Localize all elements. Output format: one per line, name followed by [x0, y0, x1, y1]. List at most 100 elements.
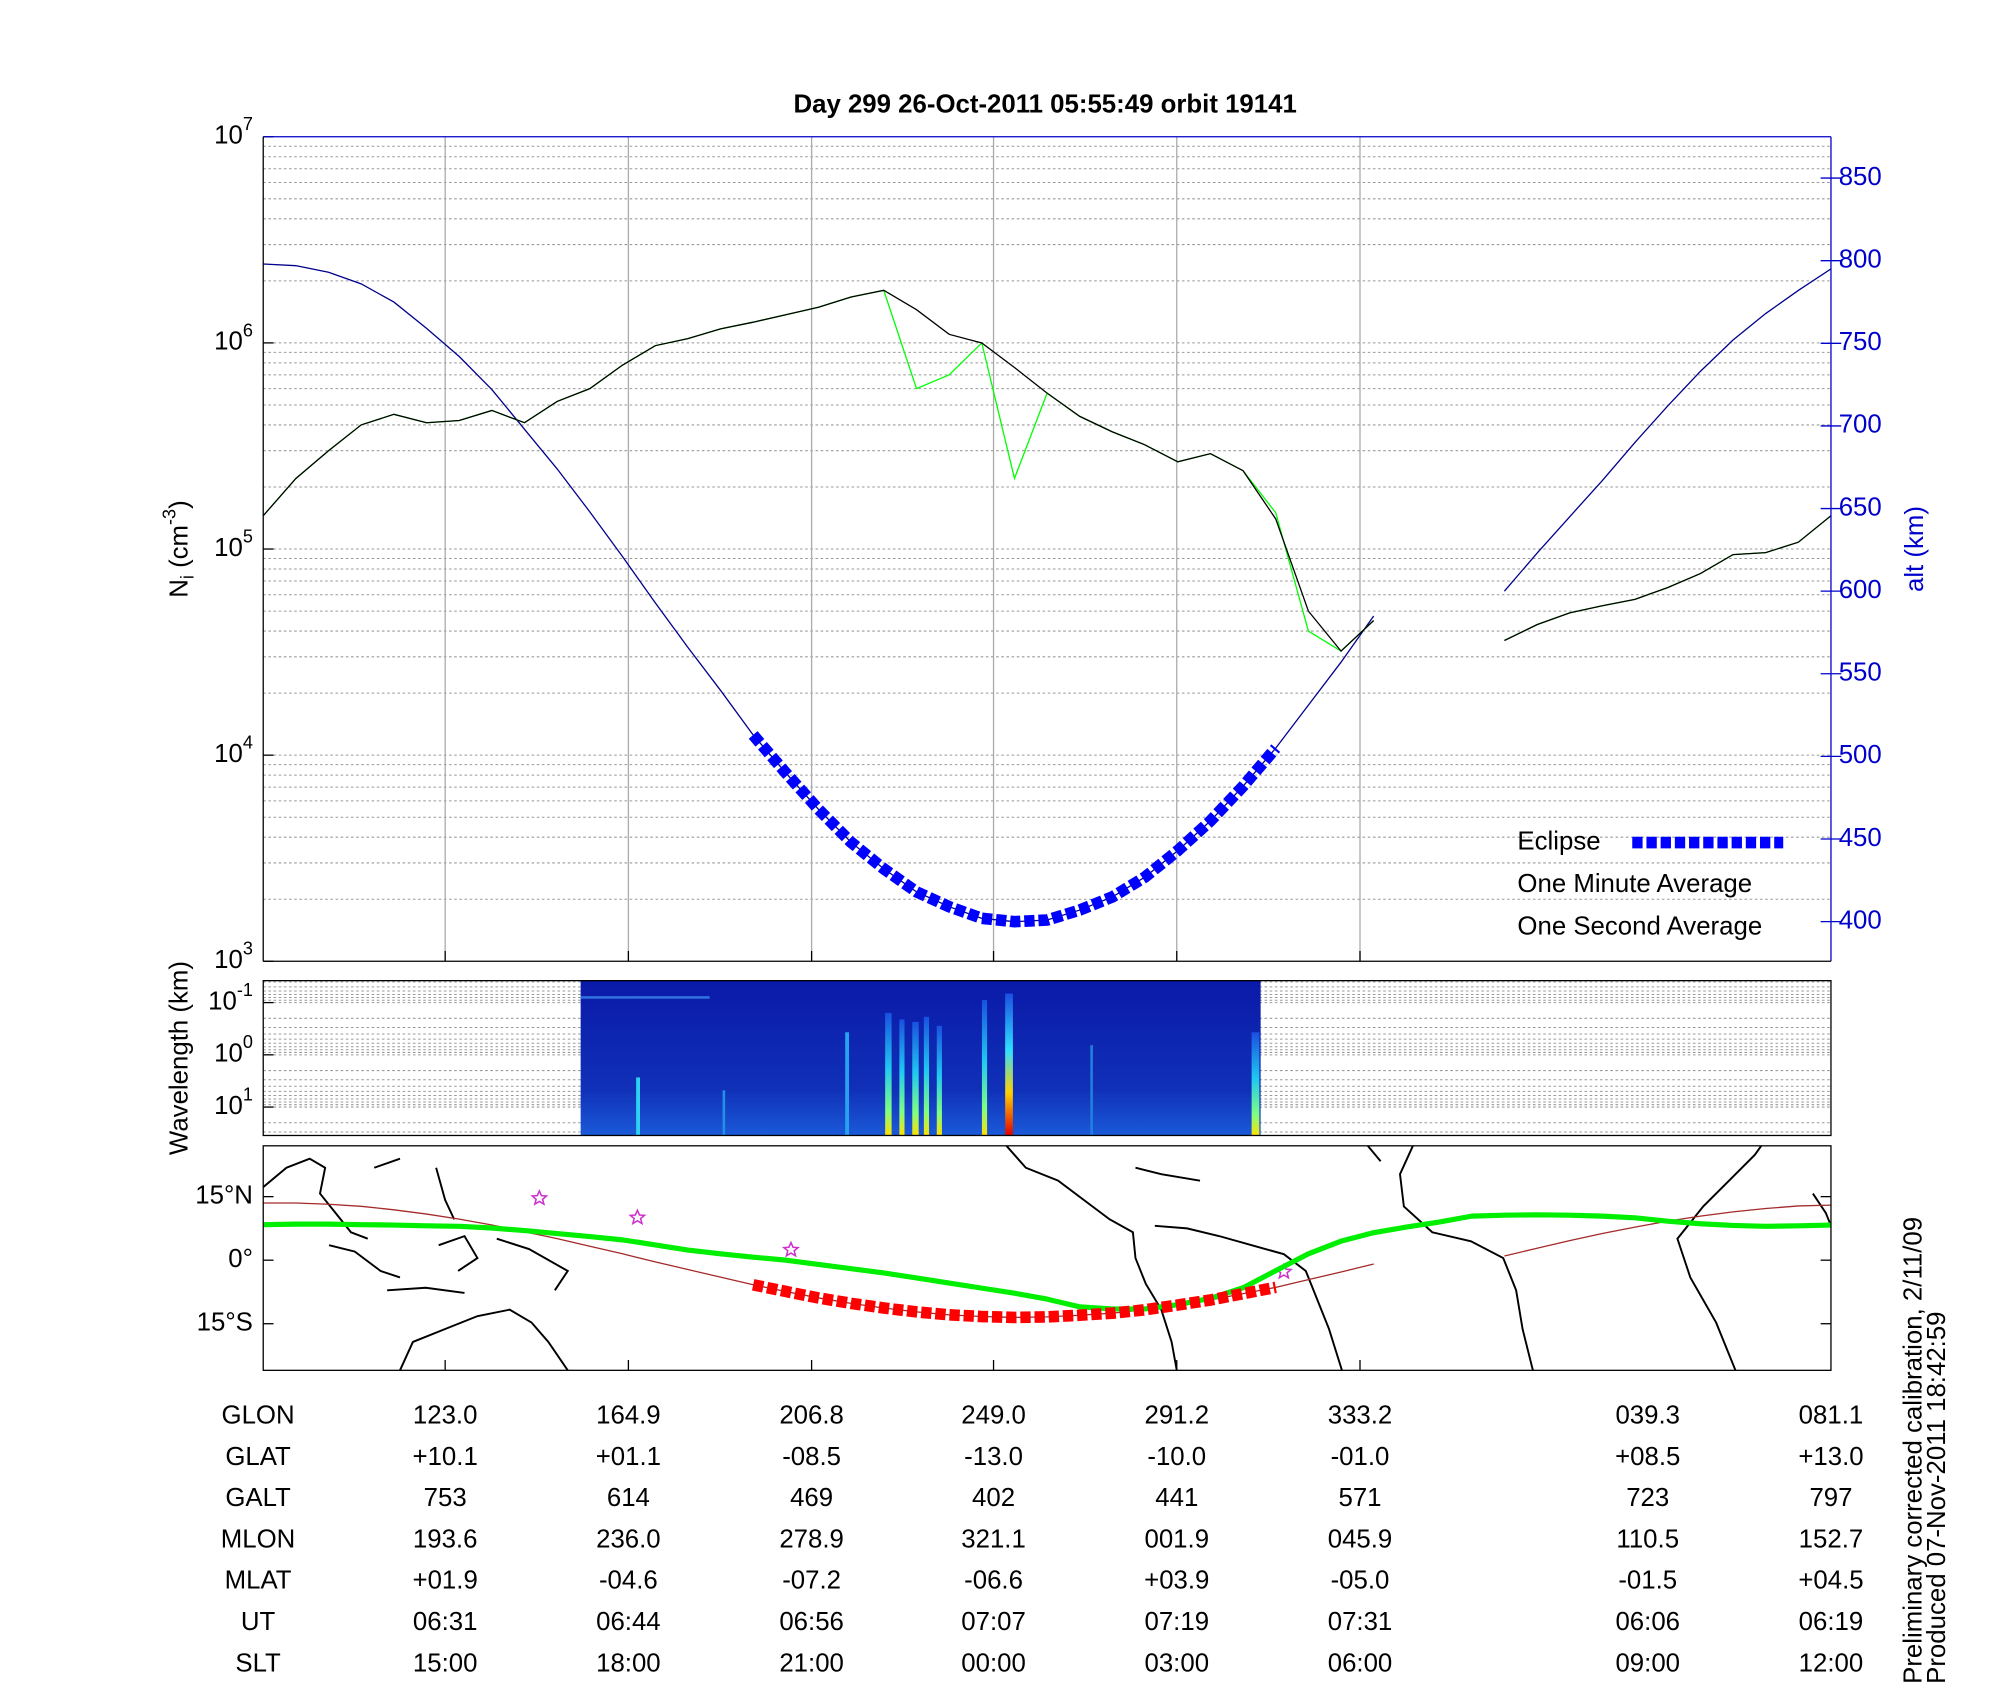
table-cell: 152.7 [1799, 1525, 1864, 1553]
table-cell: 193.6 [413, 1525, 478, 1553]
table-cell: 03:00 [1144, 1649, 1209, 1677]
label-part: -3 [159, 509, 179, 525]
table-cell: 441 [1155, 1484, 1198, 1512]
table-cell: 00:00 [961, 1649, 1026, 1677]
tick-exponent: 0 [243, 1032, 253, 1052]
table-cell: 753 [424, 1484, 467, 1512]
footnote: Preliminary corrected calibration, 2/11/… [1900, 1217, 1928, 1684]
label-part: ) [165, 500, 193, 509]
tick-label: 650 [1839, 493, 1882, 521]
table-cell: 110.5 [1616, 1525, 1679, 1553]
chart-title: Day 299 26-Oct-2011 05:55:49 orbit 19141 [793, 91, 1296, 119]
label-part: (cm [165, 525, 193, 575]
tick-label: 450 [1839, 824, 1882, 852]
table-cell: 12:00 [1799, 1649, 1864, 1677]
table-cell: 18:00 [596, 1649, 661, 1677]
tick-label: 600 [1839, 576, 1882, 604]
table-cell: 06:44 [596, 1608, 661, 1636]
table-cell: 07:07 [961, 1608, 1026, 1636]
tick-exponent: 7 [243, 114, 253, 134]
tick-label: 700 [1839, 411, 1882, 439]
table-cell: 723 [1626, 1484, 1669, 1512]
legend-label: One Second Average [1517, 913, 1762, 941]
table-cell: -01.5 [1618, 1567, 1677, 1595]
tick-exponent: 5 [243, 526, 253, 546]
table-cell: 571 [1338, 1484, 1381, 1512]
table-cell: 21:00 [779, 1649, 844, 1677]
table-cell: 06:56 [779, 1608, 844, 1636]
table-cell: 614 [607, 1484, 650, 1512]
table-cell: 06:06 [1615, 1608, 1680, 1636]
table-cell: 291.2 [1144, 1402, 1209, 1430]
table-cell: 123.0 [413, 1402, 478, 1430]
table-cell: 001.9 [1144, 1525, 1209, 1553]
label-part: i [177, 575, 197, 579]
y-axis-label: Wavelength (km) [165, 961, 193, 1155]
table-cell: +10.1 [413, 1443, 478, 1471]
footnote: Produced 07-Nov-2011 18:42:59 [1923, 1311, 1951, 1683]
table-cell: 06:19 [1799, 1608, 1864, 1636]
tick-label: 15°N [195, 1181, 253, 1209]
table-cell: 09:00 [1615, 1649, 1680, 1677]
table-cell: -04.6 [599, 1567, 658, 1595]
tick-exponent: -1 [237, 980, 253, 1000]
table-cell: 06:00 [1328, 1649, 1393, 1677]
tick-label: 550 [1839, 659, 1882, 687]
table-cell: 045.9 [1328, 1525, 1393, 1553]
row-label: MLON [221, 1525, 296, 1553]
legend-label: Eclipse [1517, 827, 1600, 855]
table-cell: 06:31 [413, 1608, 478, 1636]
map-tracks [263, 1202, 1831, 1324]
legend-label: One Minute Average [1517, 870, 1752, 898]
table-cell: -05.0 [1331, 1567, 1390, 1595]
table-cell: 333.2 [1328, 1402, 1393, 1430]
label-part: N [165, 579, 193, 598]
tick-label: 15°S [197, 1309, 253, 1337]
tick-label: 400 [1839, 906, 1882, 934]
table-cell: -10.0 [1147, 1443, 1206, 1471]
table-cell: 278.9 [779, 1525, 844, 1553]
row-label: GLAT [225, 1443, 291, 1471]
tick-label: 750 [1839, 328, 1882, 356]
tick-label: 500 [1839, 741, 1882, 769]
table-cell: 249.0 [961, 1402, 1026, 1430]
row-label: GALT [225, 1484, 291, 1512]
table-cell: -13.0 [964, 1443, 1023, 1471]
row-label: GLON [222, 1402, 295, 1430]
tick-label: 800 [1839, 246, 1882, 274]
plot-area [263, 263, 1831, 928]
table-cell: -07.2 [782, 1567, 841, 1595]
panel-frame [262, 980, 1832, 1137]
table-cell: 039.3 [1615, 1402, 1680, 1430]
tick-exponent: 6 [243, 320, 253, 340]
table-cell: 07:19 [1144, 1608, 1209, 1636]
row-label: MLAT [225, 1567, 292, 1595]
table-cell: 402 [972, 1484, 1015, 1512]
table-cell: 15:00 [413, 1649, 478, 1677]
tick-exponent: 1 [243, 1084, 253, 1104]
tick-exponent: 4 [243, 732, 253, 752]
table-cell: 164.9 [596, 1402, 661, 1430]
y2-axis-label: alt (km) [1901, 506, 1929, 592]
table-cell: -08.5 [782, 1443, 841, 1471]
table-cell: 236.0 [596, 1525, 661, 1553]
table-cell: 07:31 [1328, 1608, 1393, 1636]
table-cell: +01.1 [596, 1443, 661, 1471]
table-cell: +01.9 [413, 1567, 478, 1595]
tick-exponent: 3 [243, 938, 253, 958]
eclipse-marks [748, 731, 1281, 928]
spectrogram [580, 980, 1261, 1136]
table-cell: 797 [1809, 1484, 1852, 1512]
panel-frame [262, 1145, 1832, 1371]
eclipse-marks [751, 1279, 1277, 1324]
tick-label: 850 [1839, 163, 1882, 191]
table-cell: 081.1 [1799, 1402, 1864, 1430]
table-cell: +04.5 [1798, 1567, 1863, 1595]
table-cell: +03.9 [1144, 1567, 1209, 1595]
table-cell: -06.6 [964, 1567, 1023, 1595]
series-line [263, 1212, 1831, 1312]
table-cell: -01.0 [1331, 1443, 1390, 1471]
y-axis-label: Ni (cm-3) [159, 500, 197, 597]
